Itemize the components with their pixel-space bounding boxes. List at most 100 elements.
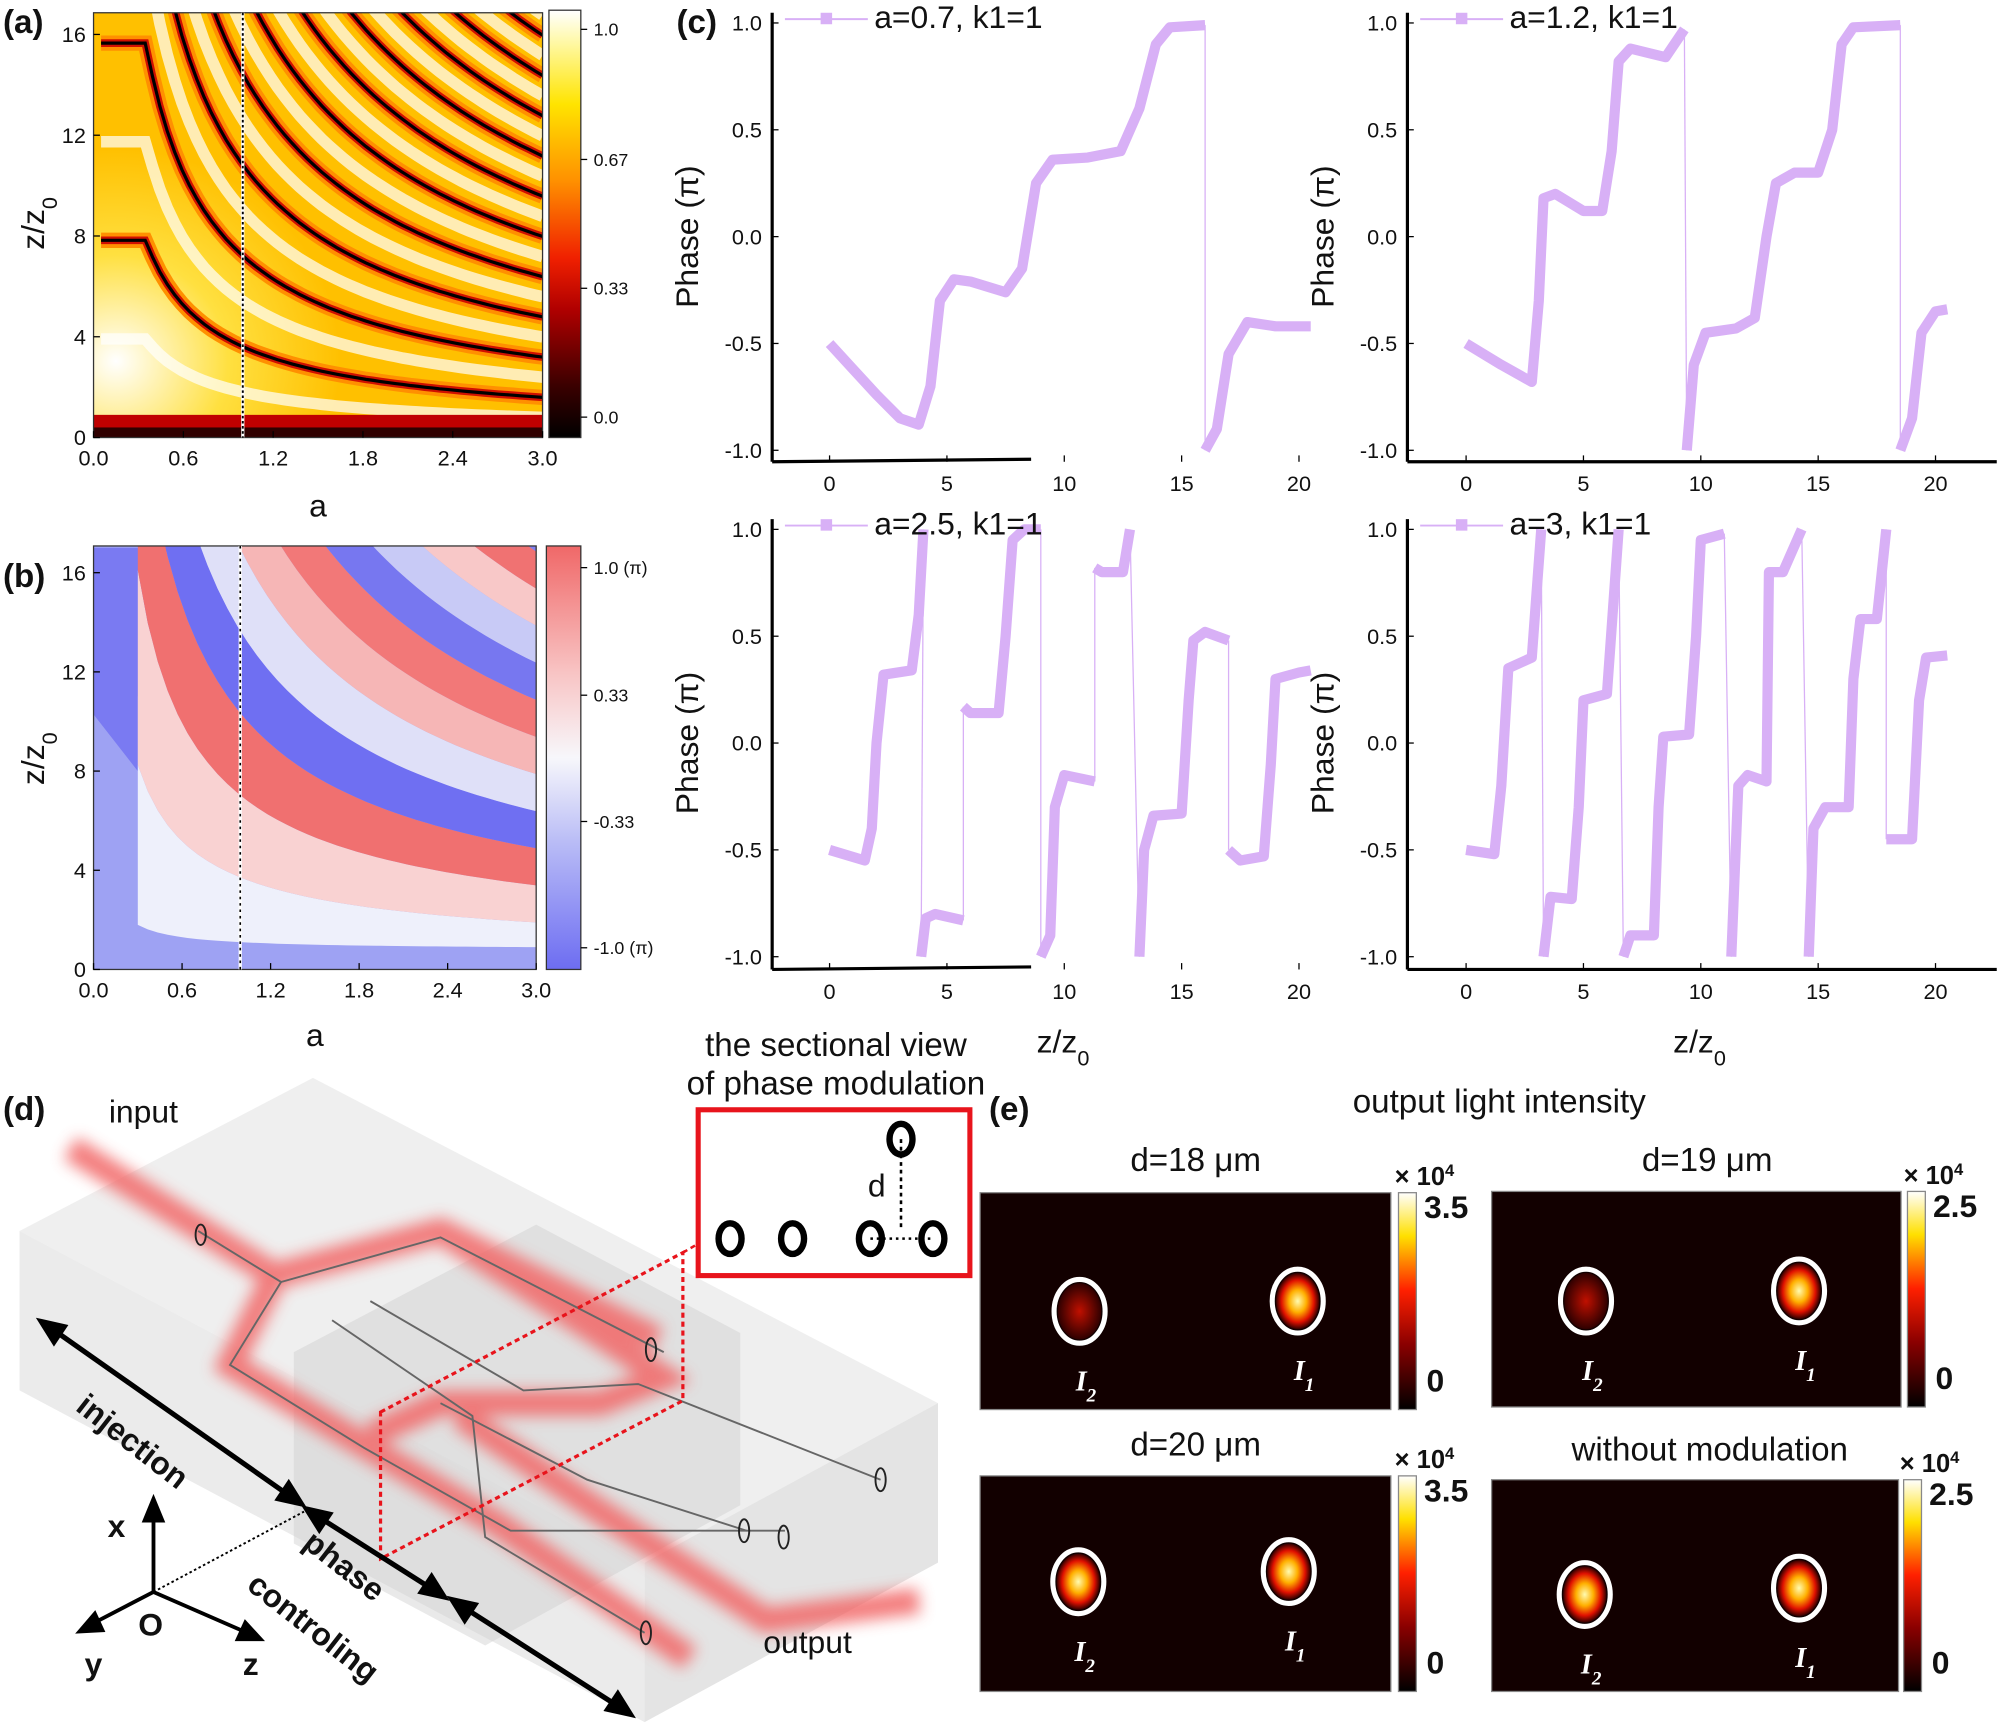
phase-series-segment xyxy=(1895,304,1949,453)
y-tick-label: -1.0 xyxy=(725,944,762,969)
phase-series-segment xyxy=(1618,528,1726,959)
y-axis-label-main: z/z xyxy=(15,209,51,250)
spot-I1 xyxy=(1267,1543,1311,1600)
multiplier-base: × 10 xyxy=(1395,1163,1445,1191)
phase-series-segment xyxy=(1036,769,1096,959)
spot-label-main: I xyxy=(1794,1643,1807,1674)
panel-e-title: output light intensity xyxy=(1353,1083,1646,1120)
spot-label-I2: I2 xyxy=(1075,1366,1097,1406)
y-tick-label: 4 xyxy=(74,324,86,349)
intensity-maximum-band xyxy=(151,12,543,343)
colorbar-tick-label: 0.33 xyxy=(594,686,629,706)
phase-band xyxy=(137,545,537,886)
phase-band xyxy=(372,545,537,663)
colorbar-tick-label: 0.67 xyxy=(594,150,629,170)
spot-label-I1: I1 xyxy=(1794,1643,1815,1683)
x-tick-label: 0 xyxy=(824,471,836,496)
phase-line-plots-c: 0 5 10 15 20 1.0 0.5 0.0 -0.5 -1.0 Phase (π) a=0.7,… xyxy=(669,0,1997,1070)
wrap-connector xyxy=(1618,529,1624,957)
y-axis-label: z/z0 xyxy=(15,732,62,785)
coordinate-axes xyxy=(75,1493,305,1642)
phase-series-segment xyxy=(1463,26,1689,388)
intensity-maximum-band xyxy=(229,12,543,263)
sectional-view: the sectional view of phase modulation d xyxy=(687,1027,986,1279)
x-tick-label: 20 xyxy=(1287,979,1311,1004)
spot-label-I1: I1 xyxy=(1284,1627,1305,1666)
phase-series-segment xyxy=(916,908,965,958)
label-input: input xyxy=(109,1094,178,1130)
colorbar-tick-label: 1.0 (π) xyxy=(594,558,648,578)
spot-I2 xyxy=(1056,1553,1100,1610)
plot-frame xyxy=(92,12,544,439)
spot-label-main: I xyxy=(1284,1627,1297,1658)
spot-I2 xyxy=(1563,1566,1607,1623)
spot-label-I1: I1 xyxy=(1293,1356,1314,1396)
y-tick-label: 0.5 xyxy=(732,117,762,142)
colorbar-min: 0 xyxy=(1427,1645,1445,1681)
plot-frame xyxy=(92,545,537,971)
spot-label-main: I xyxy=(1581,1356,1594,1387)
spot-label-I2: I2 xyxy=(1580,1650,1602,1689)
spot-ring-I1 xyxy=(1770,1256,1828,1326)
intensity-heatmap-a: 0.0 0.6 1.2 1.8 2.4 3.00481216az/z01.00.670.3… xyxy=(15,9,629,524)
panel-label-c: (c) xyxy=(676,4,717,41)
spot-label-main: I xyxy=(1580,1650,1593,1681)
x-axis-label-sub: 0 xyxy=(1077,1045,1089,1070)
legend-label: a=2.5, k1=1 xyxy=(874,505,1042,541)
intensity-maximum-band xyxy=(272,12,543,222)
phase-band xyxy=(528,545,537,552)
low-z-region-dark xyxy=(93,427,543,438)
x-tick-label: 5 xyxy=(941,471,953,496)
spot-ring-I1 xyxy=(1260,1537,1317,1606)
x-tick-label: 0.0 xyxy=(78,446,108,471)
multiplier-exp: 4 xyxy=(1954,1159,1964,1178)
section-title-2: of phase modulation xyxy=(687,1065,986,1102)
x-tick-label: 10 xyxy=(1052,979,1076,1004)
spot-ring-I2 xyxy=(1050,1547,1107,1617)
multiplier-exp: 4 xyxy=(1445,1444,1455,1463)
colorbar-max: 3.5 xyxy=(1424,1189,1468,1225)
phase-series-segment xyxy=(1465,529,1547,860)
colorbar xyxy=(1397,1192,1417,1411)
line-plot-2: 0 5 10 15 20 1.0 0.5 0.0 -0.5 -1.0 Phase (π) a=1.2,… xyxy=(1304,0,1997,496)
y-tick-label: 16 xyxy=(62,560,86,585)
intensity-maximum-band xyxy=(368,12,543,141)
x-tick-label: 15 xyxy=(1806,979,1830,1004)
phase-band xyxy=(325,545,537,700)
wrap-connector xyxy=(1540,529,1545,957)
panel-label-b: (b) xyxy=(3,558,45,595)
laser-glow xyxy=(63,1137,921,1669)
spot-label-main: I xyxy=(1794,1346,1807,1377)
x-tick-label: 2.4 xyxy=(438,446,468,471)
x-tick-label: 2.4 xyxy=(433,978,463,1003)
x-tick-label: 3.0 xyxy=(521,978,551,1003)
x-tick-label: 1.8 xyxy=(344,978,374,1003)
spot-label-main: I xyxy=(1073,1637,1086,1668)
line-plot-1: 0 5 10 15 20 1.0 0.5 0.0 -0.5 -1.0 Phase (π) a=0.7,… xyxy=(669,0,1311,496)
intensity-map-bg xyxy=(979,1192,1392,1411)
dark-fringe xyxy=(399,12,543,118)
length-arrows xyxy=(35,1317,636,1719)
axis-x-label: x xyxy=(108,1508,126,1544)
x-tick-label: 15 xyxy=(1170,979,1194,1004)
x-tick-label: 20 xyxy=(1923,979,1947,1004)
x-tick-label: 0.0 xyxy=(78,978,108,1003)
y-tick-label: 0 xyxy=(74,957,86,982)
dark-fringe xyxy=(452,12,543,77)
y-axis-label-sub: 0 xyxy=(36,197,61,209)
y-tick-label: 1.0 xyxy=(732,11,762,36)
y-tick-label: 16 xyxy=(62,22,86,47)
wrap-connector xyxy=(1683,29,1688,451)
x-axis-label: z/z0 xyxy=(1673,1023,1726,1069)
spot-ring-I2 xyxy=(1557,1266,1615,1336)
x-tick-label: 0 xyxy=(1460,979,1472,1004)
phase-band xyxy=(238,545,537,775)
y-tick-label: -0.5 xyxy=(1360,838,1397,863)
spot-ring-I1 xyxy=(1269,1266,1326,1336)
panel-label-d: (d) xyxy=(3,1091,45,1128)
